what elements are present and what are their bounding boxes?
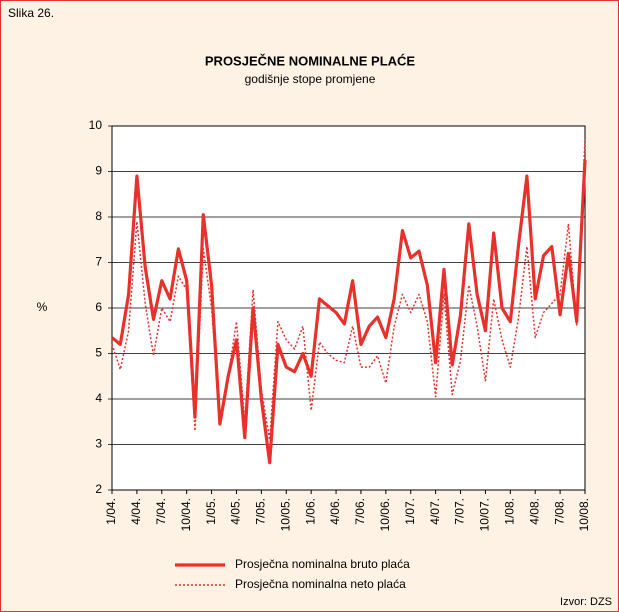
x-tick-label: 7/07. [453, 498, 467, 525]
x-tick-label: 4/05. [229, 498, 243, 525]
x-tick-label: 1/08. [502, 498, 516, 525]
chart-title: PROSJEČNE NOMINALNE PLAĆE [205, 53, 416, 68]
y-tick-label: 2 [95, 482, 102, 496]
y-axis-label: % [37, 300, 48, 314]
y-tick-label: 5 [95, 346, 102, 360]
figure-label: Slika 26. [8, 6, 54, 20]
x-tick-label: 10/08. [577, 498, 591, 531]
y-tick-label: 3 [95, 437, 102, 451]
y-tick-label: 10 [89, 118, 103, 132]
x-tick-label: 4/04. [129, 498, 143, 525]
x-tick-label: 1/04. [104, 498, 118, 525]
x-tick-label: 1/05. [204, 498, 218, 525]
y-tick-label: 6 [95, 300, 102, 314]
x-tick-label: 10/07. [478, 498, 492, 531]
x-tick-label: 1/06. [303, 498, 317, 525]
source: Izvor: DZS [560, 596, 612, 608]
x-tick-label: 7/05. [254, 498, 268, 525]
chart-subtitle: godišnje stope promjene [245, 72, 376, 86]
x-tick-label: 10/04. [179, 498, 193, 531]
x-tick-label: 10/05. [278, 498, 292, 531]
x-tick-label: 4/07. [428, 498, 442, 525]
x-tick-label: 7/04. [154, 498, 168, 525]
x-tick-label: 4/06. [328, 498, 342, 525]
y-tick-label: 8 [95, 209, 102, 223]
series-line [111, 139, 586, 441]
y-tick-label: 4 [95, 391, 102, 405]
x-tick-label: 4/08. [527, 498, 541, 525]
x-tick-label: 10/06. [378, 498, 392, 531]
legend-label: Prosječna nominalna bruto plaća [235, 557, 410, 571]
y-tick-label: 7 [95, 255, 102, 269]
legend-label: Prosječna nominalna neto plaća [235, 577, 406, 591]
y-tick-label: 9 [95, 164, 102, 178]
x-tick-label: 1/07. [403, 498, 417, 525]
x-tick-label: 7/08. [552, 498, 566, 525]
x-tick-label: 7/06. [353, 498, 367, 525]
